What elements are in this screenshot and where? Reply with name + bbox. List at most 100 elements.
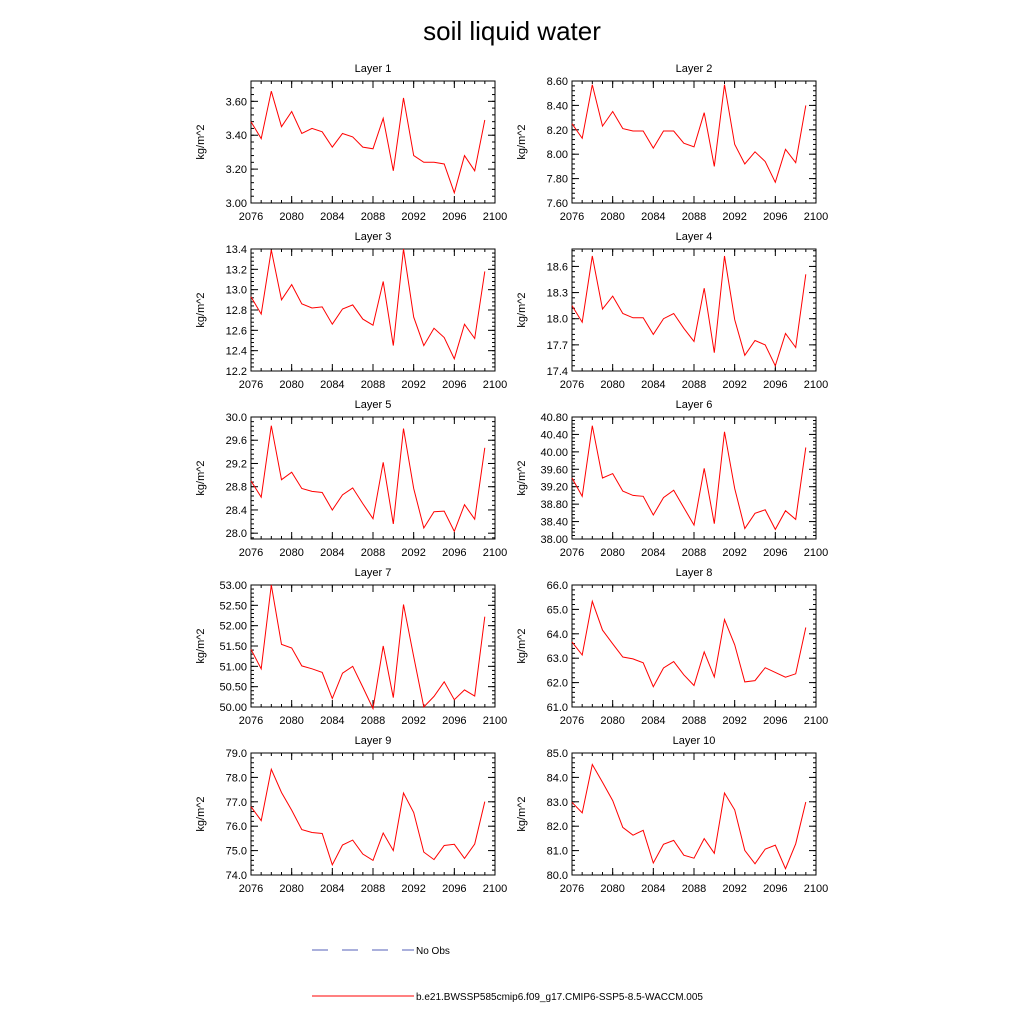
series-line [571, 599, 807, 688]
y-tick-label: 8.40 [547, 100, 568, 112]
panel-title: Layer 4 [676, 231, 713, 243]
y-tick-label: 78.0 [226, 772, 247, 784]
plot-frame [250, 248, 496, 372]
x-tick-label: 2092 [722, 547, 746, 559]
y-tick-label: 79.0 [226, 748, 247, 760]
x-tick-label: 2092 [401, 211, 425, 223]
x-tick-label: 2076 [239, 715, 263, 727]
x-tick-label: 2088 [361, 211, 385, 223]
y-tick-label: 39.20 [540, 482, 568, 494]
x-tick-label: 2100 [804, 715, 828, 727]
plot-frame [571, 80, 817, 204]
x-tick-label: 2088 [682, 379, 706, 391]
y-tick-label: 13.2 [226, 264, 247, 276]
panel-title: Layer 3 [355, 231, 392, 243]
x-tick-label: 2100 [483, 379, 507, 391]
series-line [571, 763, 807, 870]
y-tick-label: 8.60 [547, 76, 568, 88]
x-tick-label: 2092 [401, 547, 425, 559]
panel-title: Layer 7 [355, 567, 392, 579]
panel-title: Layer 5 [355, 399, 392, 411]
y-tick-label: 30.0 [226, 412, 247, 424]
y-tick-label: 38.00 [540, 534, 568, 546]
x-tick-label: 2092 [401, 715, 425, 727]
y-tick-label: 12.4 [226, 346, 247, 358]
x-tick-label: 2088 [361, 715, 385, 727]
panel-title: Layer 9 [355, 735, 392, 747]
series-line [250, 767, 486, 867]
y-axis-label: kg/m^2 [516, 460, 528, 495]
y-axis-label: kg/m^2 [195, 628, 207, 663]
y-tick-label: 40.40 [540, 429, 568, 441]
y-tick-label: 50.50 [219, 682, 247, 694]
x-tick-label: 2092 [722, 883, 746, 895]
y-tick-label: 38.80 [540, 499, 568, 511]
plot-frame [250, 584, 496, 708]
x-tick-label: 2096 [442, 715, 466, 727]
y-tick-label: 50.00 [219, 702, 247, 714]
y-tick-label: 40.80 [540, 412, 568, 424]
y-tick-label: 80.0 [547, 870, 568, 882]
y-tick-label: 3.00 [226, 198, 247, 210]
panel-layer-1: Layer 1 2076 2080 2084 2088 2092 2096 2100 3.00 3… [195, 63, 507, 223]
x-tick-label: 2100 [483, 211, 507, 223]
x-tick-label: 2100 [483, 547, 507, 559]
panel-layer-10: Layer 10 2076 2080 2084 2088 2092 2096 2100 80.0… [516, 735, 828, 895]
y-tick-label: 75.0 [226, 846, 247, 858]
y-tick-label: 8.00 [547, 149, 568, 161]
plot-frame [571, 416, 817, 540]
y-tick-label: 84.0 [547, 772, 568, 784]
x-tick-label: 2100 [804, 379, 828, 391]
y-tick-label: 65.0 [547, 604, 568, 616]
y-tick-label: 62.0 [547, 678, 568, 690]
x-tick-label: 2080 [600, 211, 624, 223]
x-tick-label: 2076 [239, 379, 263, 391]
x-tick-label: 2076 [239, 883, 263, 895]
chart-title: soil liquid water [423, 16, 601, 46]
y-tick-label: 83.0 [547, 797, 568, 809]
panel-title: Layer 6 [676, 399, 713, 411]
y-tick-label: 28.8 [226, 482, 247, 494]
panel-title: Layer 2 [676, 63, 713, 75]
y-tick-label: 53.00 [219, 580, 247, 592]
x-tick-label: 2084 [641, 211, 665, 223]
x-tick-label: 2076 [239, 547, 263, 559]
series-line [571, 425, 807, 531]
y-tick-label: 51.00 [219, 661, 247, 673]
y-tick-label: 82.0 [547, 821, 568, 833]
y-tick-label: 52.00 [219, 621, 247, 633]
x-tick-label: 2096 [442, 211, 466, 223]
x-tick-label: 2084 [641, 379, 665, 391]
plot-frame [571, 752, 817, 876]
y-tick-label: 12.8 [226, 305, 247, 317]
series-line [250, 425, 486, 533]
y-tick-label: 52.50 [219, 600, 247, 612]
y-tick-label: 29.6 [226, 435, 247, 447]
x-tick-label: 2100 [804, 547, 828, 559]
x-tick-label: 2096 [763, 715, 787, 727]
x-tick-label: 2084 [641, 547, 665, 559]
x-tick-label: 2096 [763, 883, 787, 895]
x-tick-label: 2088 [361, 883, 385, 895]
x-tick-label: 2080 [600, 883, 624, 895]
y-tick-label: 81.0 [547, 846, 568, 858]
y-tick-label: 3.20 [226, 164, 247, 176]
x-tick-label: 2100 [804, 883, 828, 895]
panel-layer-7: Layer 7 2076 2080 2084 2088 2092 2096 2100 50.00… [195, 567, 507, 727]
x-tick-label: 2092 [401, 379, 425, 391]
y-tick-label: 85.0 [547, 748, 568, 760]
x-tick-label: 2080 [279, 211, 303, 223]
panel-title: Layer 10 [673, 735, 716, 747]
x-tick-label: 2080 [279, 379, 303, 391]
x-tick-label: 2096 [763, 547, 787, 559]
x-tick-label: 2088 [361, 379, 385, 391]
x-tick-label: 2080 [279, 715, 303, 727]
panel-layer-3: Layer 3 2076 2080 2084 2088 2092 2096 2100 12.2 1… [195, 231, 507, 391]
series-line [250, 91, 486, 195]
panel-layer-6: Layer 6 2076 2080 2084 2088 2092 2096 2100 38.00… [516, 399, 828, 559]
y-tick-label: 74.0 [226, 870, 247, 882]
x-tick-label: 2088 [682, 883, 706, 895]
y-tick-label: 40.00 [540, 447, 568, 459]
x-tick-label: 2088 [361, 547, 385, 559]
y-tick-label: 18.3 [547, 288, 568, 300]
